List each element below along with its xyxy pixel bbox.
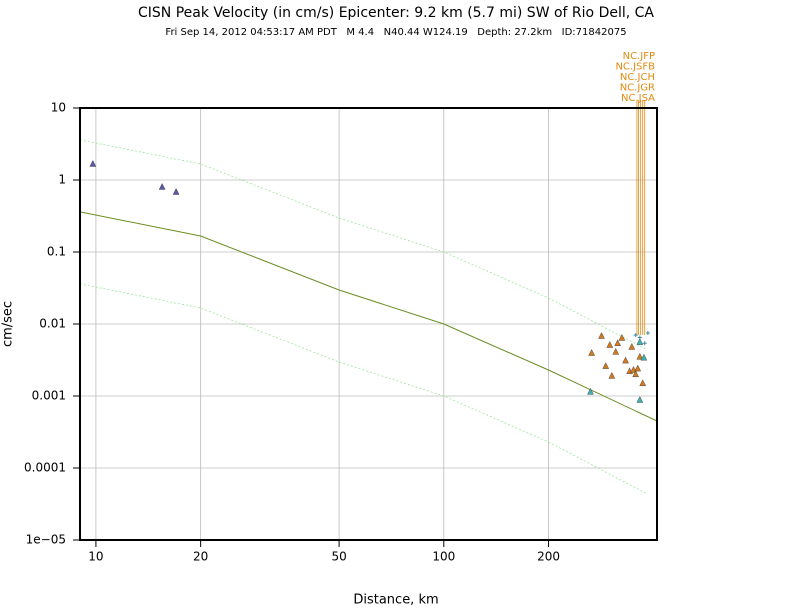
chart-title: CISN Peak Velocity (in cm/s) Epicenter: … bbox=[138, 5, 654, 21]
x-tick-label: 10 bbox=[88, 550, 103, 564]
y-axis-label: cm/sec bbox=[1, 301, 16, 347]
chart-subtitle: Fri Sep 14, 2012 04:53:17 AM PDT M 4.4 N… bbox=[165, 27, 626, 38]
y-tick-label: 1 bbox=[58, 173, 66, 187]
x-tick-label: 50 bbox=[331, 550, 346, 564]
y-tick-label: 1e−05 bbox=[26, 533, 66, 547]
y-tick-label: 0.01 bbox=[39, 317, 66, 331]
triangle-point bbox=[639, 379, 647, 387]
triangle-point bbox=[618, 334, 626, 341]
plot-frame bbox=[79, 107, 658, 541]
station-label: NC.JCH bbox=[620, 72, 655, 83]
triangle-point bbox=[89, 160, 97, 167]
plus-point bbox=[633, 333, 638, 338]
x-tick-label: 200 bbox=[537, 550, 560, 564]
x-axis-label: Distance, km bbox=[353, 593, 438, 608]
x-tick-label: 100 bbox=[432, 550, 455, 564]
triangle-point bbox=[628, 343, 636, 350]
triangle-point bbox=[636, 396, 644, 403]
y-tick-label: 0.001 bbox=[32, 389, 66, 403]
plus-point bbox=[642, 341, 647, 346]
triangle-point bbox=[636, 338, 644, 345]
triangle-point bbox=[587, 387, 594, 395]
plus-point bbox=[645, 330, 650, 335]
triangle-point bbox=[606, 341, 614, 348]
triangle-point bbox=[172, 188, 180, 195]
triangle-point bbox=[598, 332, 605, 339]
triangle-point bbox=[588, 349, 595, 356]
triangle-point bbox=[602, 362, 610, 369]
triangle-point bbox=[640, 353, 648, 361]
plus-point bbox=[637, 335, 642, 340]
x-tick-label: 20 bbox=[193, 550, 208, 564]
triangle-point bbox=[622, 356, 629, 364]
y-tick-label: 0.1 bbox=[47, 245, 66, 259]
triangle-point bbox=[158, 183, 166, 190]
model-curve bbox=[79, 139, 646, 350]
station-label: NC.JGR bbox=[620, 83, 655, 94]
station-label: NC.JSFB bbox=[615, 62, 655, 73]
triangle-point bbox=[614, 339, 621, 346]
y-tick-label: 0.0001 bbox=[24, 461, 66, 475]
model-curve bbox=[79, 211, 658, 422]
station-label: NC.JSA bbox=[621, 93, 655, 104]
triangle-point bbox=[608, 371, 616, 379]
model-curve bbox=[79, 283, 646, 494]
triangle-point bbox=[634, 364, 642, 372]
triangle-point bbox=[612, 347, 620, 355]
triangle-point bbox=[632, 370, 639, 378]
station-label: NC.JFP bbox=[623, 51, 655, 62]
triangle-point bbox=[636, 352, 644, 360]
y-tick-label: 10 bbox=[51, 101, 66, 115]
